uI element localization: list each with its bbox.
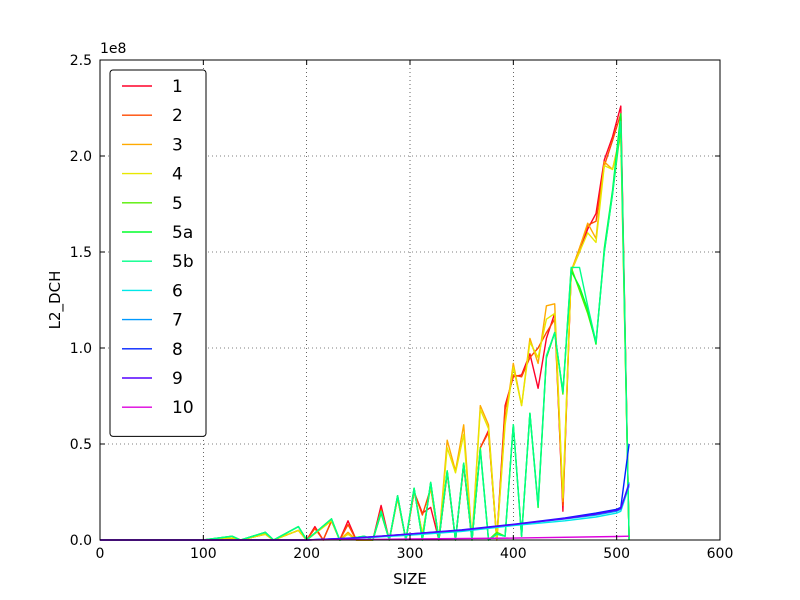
legend-label: 7 (172, 311, 183, 331)
x-tick-label: 300 (397, 546, 424, 562)
legend-label: 2 (172, 106, 183, 126)
legend-label: 5b (172, 252, 194, 272)
x-axis-label: SIZE (393, 570, 427, 588)
y-tick-label: 1.0 (70, 341, 92, 357)
axis-ticks: 0 100 200 300 400 500 600 0.0 0.5 1.0 1.5 2.0 2.5 (70, 53, 734, 562)
legend-label: 5 (172, 194, 183, 214)
y-tick-label: 2.0 (70, 149, 92, 165)
y-tick-label: 1.5 (70, 245, 92, 261)
x-tick-label: 0 (96, 546, 105, 562)
legend-label: 5a (172, 223, 193, 243)
legend-label: 3 (172, 135, 183, 155)
x-tick-label: 200 (293, 546, 320, 562)
y-offset-label: 1e8 (100, 41, 126, 57)
legend-label: 4 (172, 165, 183, 185)
y-tick-label: 2.5 (70, 53, 92, 69)
legend: 1 2 3 4 5 5a 5b 6 7 8 9 10 (109, 69, 207, 437)
legend-label: 8 (172, 340, 183, 360)
x-tick-label: 600 (707, 546, 734, 562)
legend-label: 10 (172, 398, 194, 418)
y-tick-label: 0.5 (70, 437, 92, 453)
y-axis-label: L2_DCH (46, 271, 65, 330)
x-tick-label: 400 (500, 546, 527, 562)
y-tick-label: 0.0 (70, 533, 92, 549)
legend-label: 9 (172, 369, 183, 389)
x-tick-label: 500 (603, 546, 630, 562)
legend-box (109, 69, 207, 437)
x-tick-label: 100 (190, 546, 217, 562)
legend-label: 1 (172, 77, 183, 97)
legend-label: 6 (172, 281, 183, 301)
